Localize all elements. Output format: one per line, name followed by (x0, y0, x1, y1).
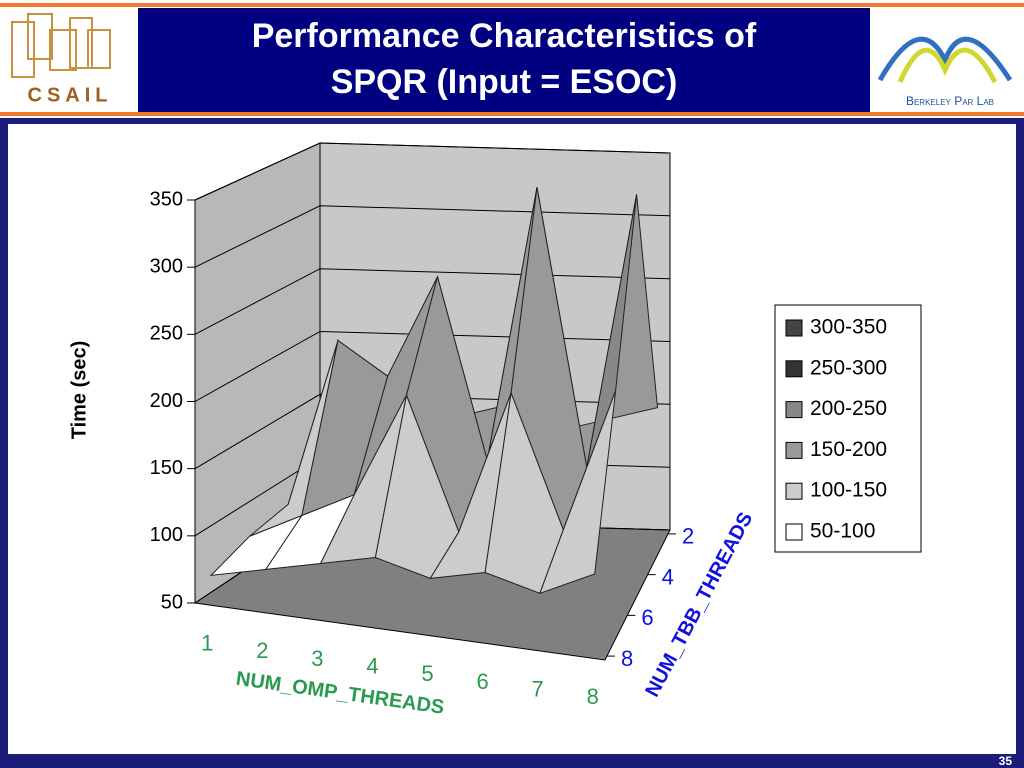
y-tick-label: 6 (641, 605, 653, 630)
legend-label: 300-350 (810, 316, 887, 339)
z-axis-label: Time (sec) (68, 341, 90, 440)
x-tick-label: 5 (421, 661, 433, 686)
accent-line (0, 112, 1024, 116)
csail-logo (11, 13, 111, 78)
legend-label: 150-200 (810, 438, 887, 461)
legend-swatch (785, 523, 803, 541)
y-tick-label: 4 (662, 564, 674, 589)
logo-text: Berkeley Par Lab (906, 94, 994, 108)
y-tick-label: 8 (621, 646, 633, 671)
title-line: SPQR (Input = ESOC) (331, 63, 678, 101)
z-tick-label: 300 (150, 255, 183, 277)
x-tick-label: 8 (587, 684, 599, 709)
legend-swatch (785, 482, 803, 500)
logo-text: CSAIL (28, 84, 113, 106)
z-tick-label: 200 (150, 390, 183, 412)
page-number: 35 (999, 754, 1013, 768)
x-tick-label: 2 (256, 638, 268, 663)
z-tick-label: 150 (150, 457, 183, 479)
legend-swatch (785, 360, 803, 378)
grid-line (194, 205, 671, 268)
grid-line (194, 142, 671, 201)
legend-swatch (785, 401, 803, 419)
z-tick-label: 100 (150, 524, 183, 546)
legend-label: 50-100 (810, 520, 875, 543)
legend-label: 200-250 (810, 397, 887, 420)
z-tick-label: 250 (150, 323, 183, 345)
x-tick-label: 6 (476, 669, 488, 694)
x-tick-label: 1 (201, 631, 213, 656)
z-tick-label: 350 (150, 188, 183, 210)
grid-line (194, 268, 671, 335)
x-tick-label: 3 (311, 646, 323, 671)
y-tick-label: 2 (682, 524, 694, 549)
legend-swatch (785, 441, 803, 459)
z-tick-label: 50 (161, 591, 183, 613)
x-tick-label: 4 (366, 653, 378, 678)
x-tick-label: 7 (532, 676, 544, 701)
accent-line (0, 3, 1024, 7)
legend-label: 100-150 (810, 479, 887, 502)
surface-patch (539, 390, 617, 595)
parlab-logo (877, 36, 1013, 84)
legend-box (774, 304, 922, 553)
legend-label: 250-300 (810, 356, 887, 379)
title-banner (138, 8, 870, 112)
legend-swatch (785, 319, 803, 337)
title-line: Performance Characteristics of (252, 17, 757, 55)
